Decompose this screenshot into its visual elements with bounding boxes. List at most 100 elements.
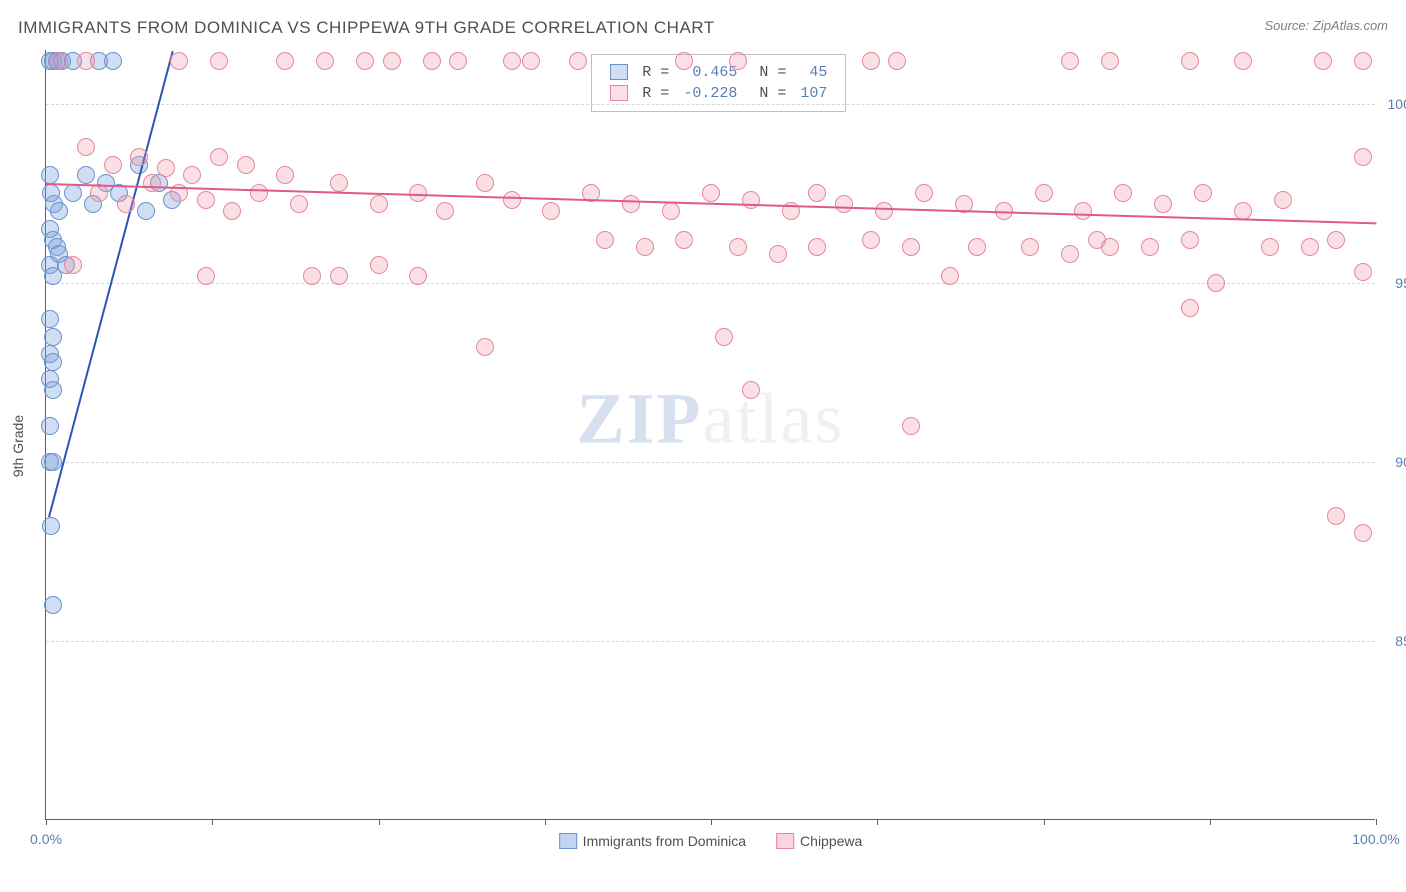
data-point [423,52,441,70]
data-point [183,166,201,184]
legend-item: Chippewa [776,833,862,849]
data-point [44,381,62,399]
source-credit: Source: ZipAtlas.com [1264,18,1388,33]
gridline [46,641,1375,642]
x-tick [545,819,546,825]
data-point [742,191,760,209]
data-point [44,453,62,471]
data-point [862,231,880,249]
data-point [742,381,760,399]
legend-label: Immigrants from Dominica [583,833,746,849]
legend-r-label: R = [636,63,675,82]
data-point [330,174,348,192]
data-point [330,267,348,285]
plot-area: ZIPatlas R =0.465N =45R =-0.228N =107 Im… [45,50,1375,820]
data-point [715,328,733,346]
data-point [503,52,521,70]
x-tick [711,819,712,825]
x-tick [379,819,380,825]
gridline [46,104,1375,105]
data-point [1074,202,1092,220]
trend-line [48,51,174,517]
legend-swatch [776,833,794,849]
data-point [41,310,59,328]
data-point [197,191,215,209]
x-tick [1210,819,1211,825]
watermark-atlas: atlas [703,379,845,459]
data-point [1101,52,1119,70]
legend-r-value: -0.228 [677,84,743,103]
data-point [729,238,747,256]
data-point [941,267,959,285]
data-point [662,202,680,220]
data-point [675,52,693,70]
data-point [316,52,334,70]
data-point [1061,245,1079,263]
data-point [902,238,920,256]
legend-swatch [610,64,628,80]
data-point [702,184,720,202]
data-point [808,238,826,256]
data-point [50,202,68,220]
data-point [542,202,560,220]
data-point [409,267,427,285]
data-point [137,202,155,220]
data-point [1354,148,1372,166]
data-point [729,52,747,70]
data-point [835,195,853,213]
gridline [46,283,1375,284]
data-point [44,328,62,346]
data-point [1274,191,1292,209]
data-point [77,166,95,184]
data-point [170,52,188,70]
x-tick [212,819,213,825]
data-point [197,267,215,285]
legend-label: Chippewa [800,833,862,849]
data-point [522,52,540,70]
data-point [1354,524,1372,542]
gridline [46,462,1375,463]
correlation-table: R =0.465N =45R =-0.228N =107 [602,61,835,105]
data-point [1181,52,1199,70]
x-tick-label: 100.0% [1352,831,1399,847]
data-point [90,184,108,202]
legend-n-value: 107 [794,84,833,103]
data-point [143,174,161,192]
data-point [77,52,95,70]
x-tick-label: 0.0% [30,831,62,847]
data-point [1114,184,1132,202]
data-point [1194,184,1212,202]
legend-item: Immigrants from Dominica [559,833,746,849]
series-legend: Immigrants from Dominica Chippewa [559,833,863,849]
data-point [449,52,467,70]
data-point [44,596,62,614]
y-tick-label: 95.0% [1380,275,1406,291]
data-point [290,195,308,213]
data-point [223,202,241,220]
data-point [42,517,60,535]
legend-n-label: N = [745,84,792,103]
data-point [250,184,268,202]
data-point [50,52,68,70]
watermark: ZIPatlas [577,378,845,461]
data-point [41,166,59,184]
x-tick [1376,819,1377,825]
y-tick-label: 100.0% [1380,96,1406,112]
data-point [41,417,59,435]
data-point [44,353,62,371]
data-point [769,245,787,263]
chart-title: IMMIGRANTS FROM DOMINICA VS CHIPPEWA 9TH… [18,18,715,38]
data-point [1327,507,1345,525]
legend-n-value: 45 [794,63,833,82]
data-point [569,52,587,70]
data-point [888,52,906,70]
data-point [1181,299,1199,317]
data-point [808,184,826,202]
data-point [1141,238,1159,256]
watermark-zip: ZIP [577,379,703,459]
data-point [210,52,228,70]
data-point [1354,263,1372,281]
y-tick-label: 90.0% [1380,454,1406,470]
title-bar: IMMIGRANTS FROM DOMINICA VS CHIPPEWA 9TH… [18,18,1388,38]
data-point [902,417,920,435]
